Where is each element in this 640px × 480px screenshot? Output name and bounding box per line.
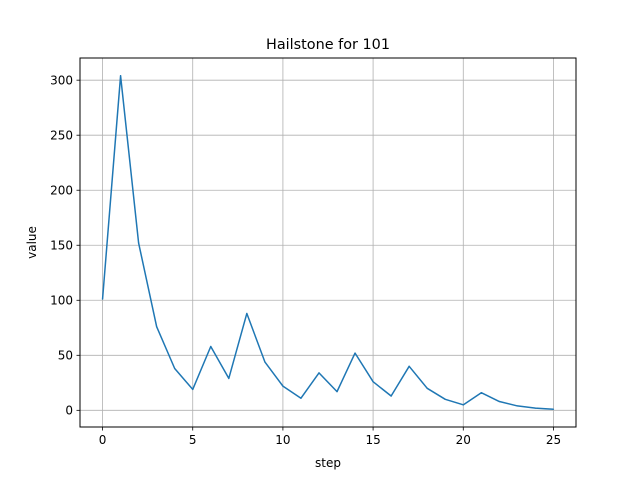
data-point — [246, 312, 248, 315]
y-axis-label: value — [25, 226, 39, 259]
y-axis-ticks: 0 50 100 150 200 250 300 — [50, 73, 80, 418]
y-tick-label: 150 — [50, 238, 73, 252]
data-point — [516, 405, 518, 407]
y-tick-label: 100 — [50, 293, 73, 307]
data-point — [119, 75, 122, 77]
data-point — [498, 400, 500, 403]
x-tick-label: 20 — [456, 433, 471, 447]
x-axis-ticks: 0 5 10 15 20 25 — [99, 427, 561, 447]
data-point — [372, 381, 374, 383]
data-point — [101, 298, 104, 300]
data-point — [300, 397, 302, 399]
x-axis-label: step — [315, 456, 341, 470]
data-point — [318, 372, 320, 374]
y-tick-label: 300 — [50, 73, 73, 87]
x-tick-label: 5 — [189, 433, 197, 447]
data-point — [426, 387, 428, 389]
y-tick-label: 250 — [50, 128, 73, 142]
data-point — [228, 377, 230, 380]
y-tick-label: 0 — [65, 404, 73, 418]
chart-title: Hailstone for 101 — [266, 37, 390, 53]
x-tick-label: 10 — [275, 433, 290, 447]
x-tick-label: 15 — [365, 433, 380, 447]
series-line — [101, 75, 554, 410]
data-point — [480, 392, 482, 394]
data-point — [336, 391, 338, 393]
data-point — [192, 388, 194, 391]
data-point — [390, 395, 392, 397]
data-point — [264, 361, 266, 363]
data-point — [552, 408, 555, 410]
data-point — [444, 398, 446, 400]
data-point — [408, 365, 410, 367]
x-tick-label: 0 — [99, 433, 107, 447]
data-point — [462, 404, 464, 406]
data-point — [174, 367, 176, 370]
y-tick-label: 50 — [58, 349, 73, 363]
data-point — [210, 345, 212, 348]
data-point — [138, 242, 140, 244]
data-point — [354, 352, 356, 354]
y-tick-label: 200 — [50, 183, 73, 197]
data-point — [282, 385, 284, 387]
plot-area — [101, 75, 555, 410]
data-point — [534, 407, 537, 409]
grid-lines — [80, 58, 576, 427]
x-tick-label: 25 — [546, 433, 561, 447]
data-point — [156, 326, 158, 328]
axes-frame — [79, 57, 577, 428]
